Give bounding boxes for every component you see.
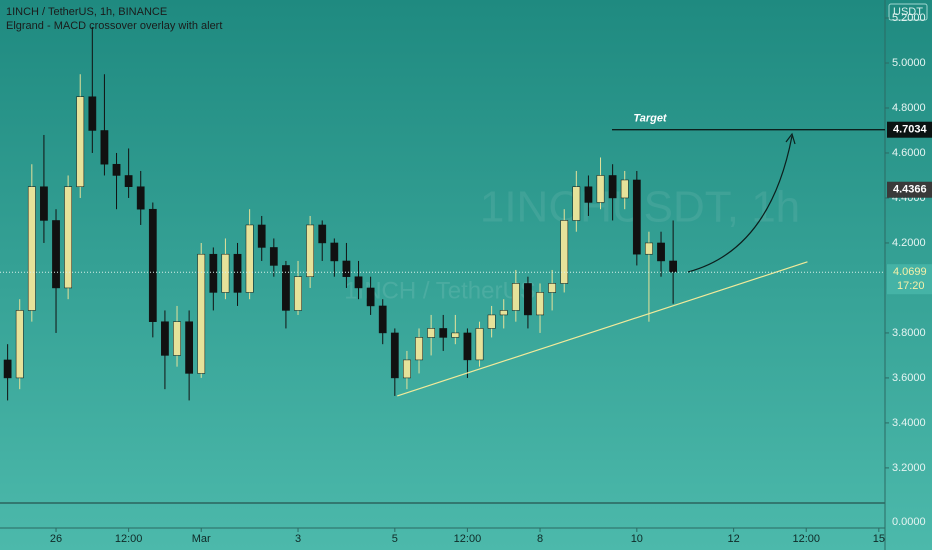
candle-body — [403, 359, 411, 379]
currency[interactable]: USDT — [893, 6, 923, 18]
x-tick-label: 12:00 — [115, 533, 143, 545]
marker-price-tag — [887, 181, 932, 198]
y-tick-label: 4.2000 — [892, 237, 926, 249]
candle-body — [88, 96, 97, 131]
x-tick-label: 8 — [537, 533, 543, 545]
y-tick-label: 3.8000 — [892, 327, 926, 339]
countdown: 17:20 — [897, 280, 925, 292]
candle-body — [620, 179, 629, 199]
currency-box[interactable] — [888, 3, 928, 21]
candle-body — [64, 186, 73, 289]
y-tick-label: 3.6000 — [892, 372, 926, 384]
candle-body — [100, 130, 109, 165]
candle-body — [136, 186, 145, 210]
candle-body — [487, 314, 496, 329]
target-price: 4.7034 — [893, 124, 928, 136]
candle-body — [3, 359, 12, 379]
trendline — [397, 261, 808, 397]
candle-body — [173, 321, 181, 356]
candle-body — [76, 96, 85, 187]
x-tick-label: 12:00 — [454, 533, 482, 545]
candle-body — [52, 220, 60, 289]
candle-body — [161, 321, 169, 356]
candle-body — [318, 224, 327, 244]
candle-body — [560, 220, 569, 284]
lower-pane-tick-label: 0.0000 — [892, 516, 926, 528]
candle-body — [269, 247, 278, 266]
candle-body — [282, 265, 290, 311]
x-tick-label: 15 — [873, 533, 885, 545]
x-tick-label: Mar — [192, 533, 211, 545]
candle-body — [257, 224, 266, 248]
candle-body — [233, 253, 242, 293]
candle-body — [366, 287, 375, 307]
x-tick-label: 10 — [631, 533, 643, 545]
candle-body — [306, 224, 315, 277]
target-label: Target — [633, 113, 668, 125]
candle-body — [524, 283, 532, 316]
y-tick-label: 3.2000 — [892, 462, 926, 474]
candle-body — [112, 163, 121, 176]
candle-body — [439, 328, 448, 338]
candle-body — [354, 276, 363, 289]
target-price-tag — [887, 121, 932, 138]
candle-body — [342, 260, 351, 277]
candle-body — [378, 305, 387, 334]
candle-body — [294, 276, 302, 311]
candle-body — [657, 242, 665, 262]
candle-body — [390, 332, 399, 379]
x-tick-label: 12 — [728, 533, 740, 545]
candle-body — [15, 310, 24, 379]
candle-body — [197, 253, 206, 374]
candle-body — [645, 242, 653, 255]
candle-body — [427, 328, 436, 338]
y-tick-label: 5.0000 — [892, 57, 926, 69]
candle-body — [511, 283, 520, 311]
x-tick-label: 26 — [50, 533, 62, 545]
candle-body — [330, 242, 339, 262]
x-tick-label: 12:00 — [792, 533, 820, 545]
last-price: 4.0699 — [893, 266, 927, 278]
candle-body — [608, 175, 617, 199]
candle-body — [221, 253, 230, 293]
candle-body — [148, 208, 157, 322]
chart-title: 1INCH / TetherUS, 1h, BINANCE — [6, 6, 167, 18]
candle-body — [124, 175, 133, 187]
candle-body — [245, 224, 254, 293]
y-tick-label: 4.8000 — [892, 102, 926, 114]
candle-body — [185, 321, 194, 374]
candle-body — [451, 332, 460, 338]
marker-price: 4.4366 — [893, 184, 927, 196]
indicator-name: Elgrand - MACD crossover overlay with al… — [6, 20, 222, 32]
candle-body — [463, 332, 472, 361]
candle-body — [536, 292, 544, 316]
candle-body — [415, 337, 423, 361]
candle-body — [632, 179, 641, 255]
arrow-head — [785, 132, 796, 145]
candle-body — [548, 283, 557, 293]
candle-body — [40, 186, 48, 221]
candle-body — [596, 175, 605, 203]
arrow — [687, 135, 793, 273]
candle-body — [209, 253, 218, 293]
y-tick-label: 3.4000 — [892, 417, 926, 429]
candle-body — [27, 186, 36, 311]
x-tick-label: 3 — [295, 533, 301, 545]
last-price-tag — [887, 264, 932, 295]
candle-body — [499, 310, 508, 316]
x-tick-label: 5 — [392, 533, 398, 545]
candle-body — [584, 186, 593, 203]
candle-body — [475, 328, 484, 361]
y-tick-label: 4.6000 — [892, 147, 926, 159]
y-tick-label: 5.2000 — [892, 12, 926, 24]
candle-body — [669, 260, 678, 273]
candle-body — [572, 186, 581, 221]
